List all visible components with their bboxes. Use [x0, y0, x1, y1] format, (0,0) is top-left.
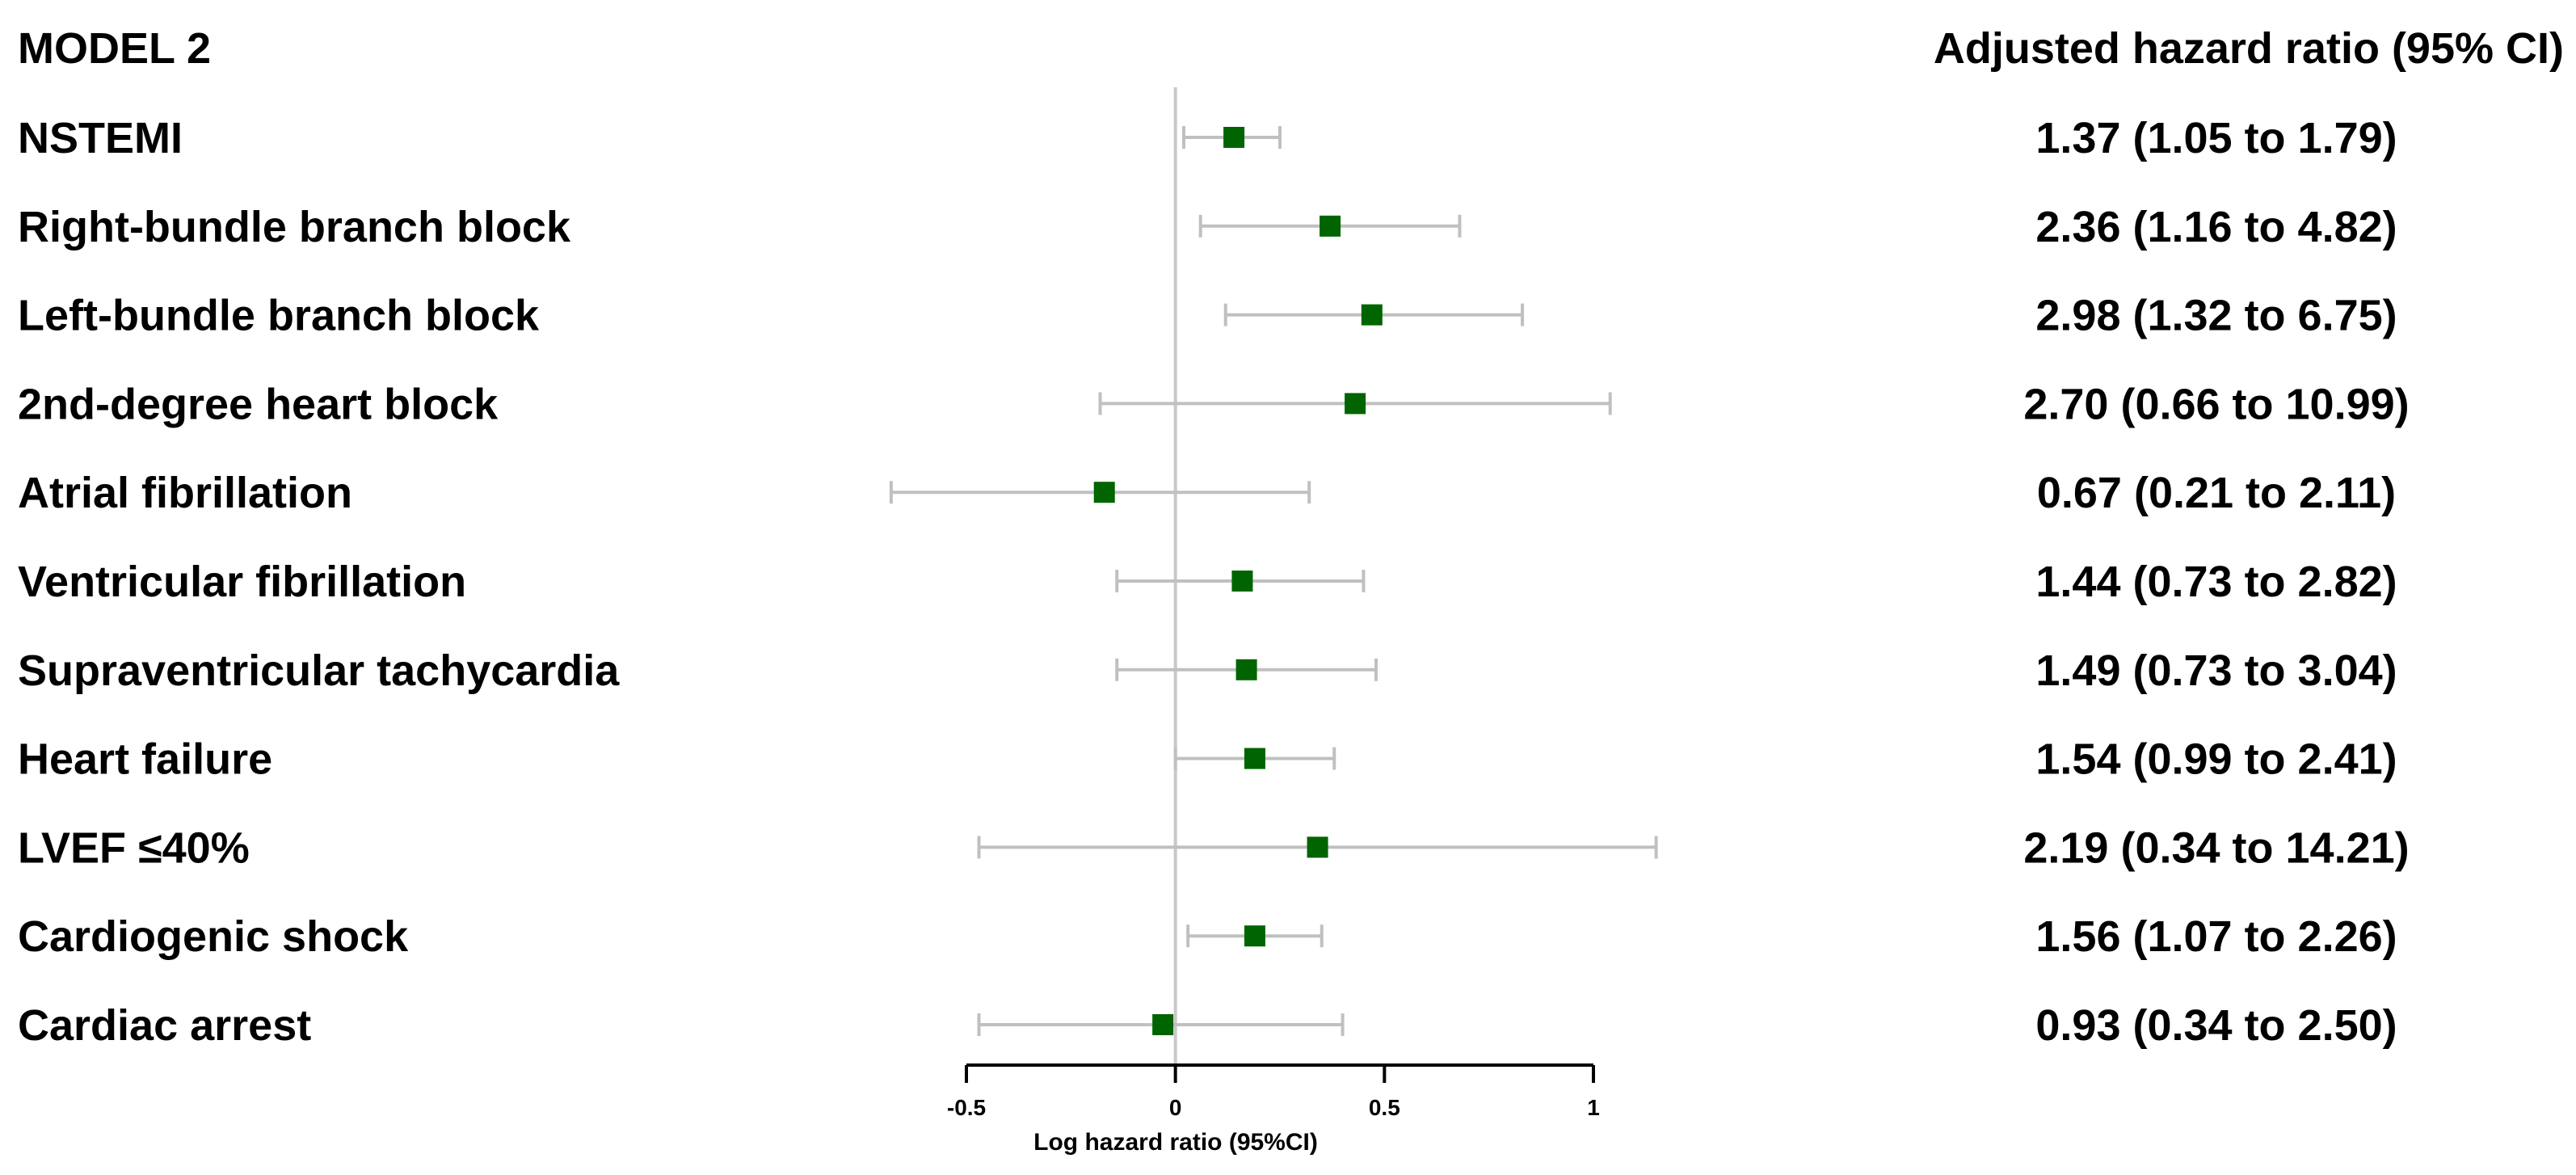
forest-row: Atrial fibrillation 0.67 (0.21 to 2.11)	[18, 469, 2396, 517]
forest-row: Left-bundle branch block 2.98 (1.32 to 6.…	[18, 292, 2397, 340]
forest-row: NSTEMI 1.37 (1.05 to 1.79)	[18, 114, 2397, 162]
value-column-header: Adjusted hazard ratio (95% CI)	[1934, 24, 2564, 73]
forest-row: Right-bundle branch block 2.36 (1.16 to 4…	[18, 203, 2397, 251]
x-axis-ticks: -0.5 0 0.5 1	[947, 1065, 1600, 1120]
forest-row: Heart failure 1.54 (0.99 to 2.41)	[18, 735, 2397, 784]
point-estimate	[1093, 482, 1115, 503]
point-estimate	[1231, 571, 1253, 592]
model-label: MODEL 2	[18, 24, 211, 73]
row-label: NSTEMI	[18, 114, 183, 162]
row-label: Ventricular fibrillation	[18, 558, 466, 606]
row-label: Cardiogenic shock	[18, 912, 409, 961]
forest-row: Ventricular fibrillation 1.44 (0.73 to 2.…	[18, 558, 2397, 606]
point-estimate	[1235, 659, 1257, 680]
point-estimate	[1345, 393, 1366, 415]
forest-row: 2nd-degree heart block 2.70 (0.66 to 10.9…	[18, 380, 2410, 428]
plot-area: -0.5 0 0.5 1 NSTEMI 1.37 (1.05 to 1.79) Right…	[18, 87, 2410, 1120]
x-tick-label: 0	[1169, 1095, 1182, 1120]
point-estimate	[1152, 1014, 1174, 1035]
row-value: 1.49 (0.73 to 3.04)	[2035, 646, 2397, 695]
row-label: LVEF ≤40%	[18, 823, 250, 872]
row-value: 2.70 (0.66 to 10.99)	[2023, 380, 2409, 428]
forest-row: Supraventricular tachycardia 1.49 (0.73 t…	[18, 646, 2397, 695]
forest-row: Cardiac arrest 0.93 (0.34 to 2.50)	[18, 1001, 2397, 1050]
row-value: 0.67 (0.21 to 2.11)	[2037, 469, 2396, 517]
row-value: 2.36 (1.16 to 4.82)	[2035, 203, 2397, 251]
row-label: Atrial fibrillation	[18, 469, 352, 517]
point-estimate	[1244, 925, 1265, 947]
row-label: 2nd-degree heart block	[18, 380, 499, 428]
row-value: 1.37 (1.05 to 1.79)	[2035, 114, 2397, 162]
forest-rows: NSTEMI 1.37 (1.05 to 1.79) Right-bundle br…	[18, 114, 2410, 1050]
row-value: 2.98 (1.32 to 6.75)	[2035, 292, 2397, 340]
point-estimate	[1223, 127, 1245, 148]
row-label: Cardiac arrest	[18, 1001, 311, 1050]
x-axis-label: Log hazard ratio (95%CI)	[1033, 1129, 1318, 1156]
row-value: 2.19 (0.34 to 14.21)	[2023, 823, 2409, 872]
row-value: 1.56 (1.07 to 2.26)	[2035, 912, 2397, 961]
x-tick-label: -0.5	[947, 1095, 986, 1120]
row-label: Left-bundle branch block	[18, 292, 540, 340]
row-value: 1.44 (0.73 to 2.82)	[2035, 558, 2397, 606]
point-estimate	[1361, 304, 1383, 326]
forest-row: LVEF ≤40% 2.19 (0.34 to 14.21)	[18, 823, 2410, 872]
forest-row: Cardiogenic shock 1.56 (1.07 to 2.26)	[18, 912, 2397, 961]
row-label: Heart failure	[18, 735, 272, 784]
row-label: Right-bundle branch block	[18, 203, 571, 251]
row-value: 0.93 (0.34 to 2.50)	[2035, 1001, 2397, 1050]
row-label: Supraventricular tachycardia	[18, 646, 620, 695]
x-tick-label: 1	[1587, 1095, 1600, 1120]
point-estimate	[1320, 215, 1341, 237]
x-tick-label: 0.5	[1369, 1095, 1400, 1120]
point-estimate	[1244, 748, 1265, 769]
row-value: 1.54 (0.99 to 2.41)	[2035, 735, 2397, 784]
point-estimate	[1307, 836, 1328, 858]
